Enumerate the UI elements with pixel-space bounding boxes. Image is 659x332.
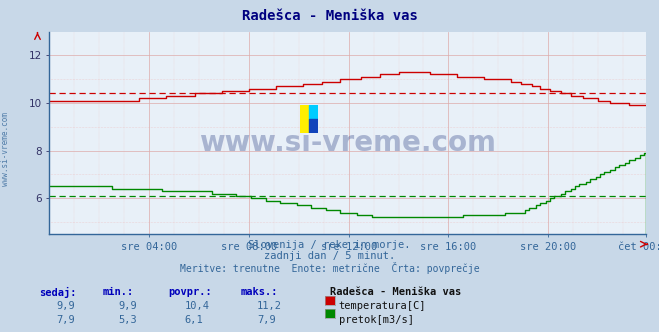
Text: Radešca - Meniška vas: Radešca - Meniška vas [330, 287, 461, 297]
Text: 6,1: 6,1 [185, 315, 203, 325]
Text: zadnji dan / 5 minut.: zadnji dan / 5 minut. [264, 251, 395, 261]
Text: 9,9: 9,9 [56, 301, 74, 311]
Text: pretok[m3/s]: pretok[m3/s] [339, 315, 414, 325]
Text: 7,9: 7,9 [56, 315, 74, 325]
Text: 10,4: 10,4 [185, 301, 210, 311]
Text: min.:: min.: [102, 287, 133, 297]
Text: 11,2: 11,2 [257, 301, 282, 311]
Text: 9,9: 9,9 [119, 301, 137, 311]
Polygon shape [300, 105, 309, 133]
Text: 5,3: 5,3 [119, 315, 137, 325]
Text: www.si-vreme.com: www.si-vreme.com [199, 129, 496, 157]
Text: Slovenija / reke in morje.: Slovenija / reke in morje. [248, 240, 411, 250]
Text: www.si-vreme.com: www.si-vreme.com [1, 113, 10, 186]
Text: temperatura[C]: temperatura[C] [339, 301, 426, 311]
Polygon shape [309, 105, 318, 119]
Text: Radešca - Meniška vas: Radešca - Meniška vas [242, 9, 417, 23]
Text: maks.:: maks.: [241, 287, 278, 297]
Text: 7,9: 7,9 [257, 315, 275, 325]
Text: Meritve: trenutne  Enote: metrične  Črta: povprečje: Meritve: trenutne Enote: metrične Črta: … [180, 262, 479, 274]
Polygon shape [309, 119, 318, 133]
Text: povpr.:: povpr.: [168, 287, 212, 297]
Text: sedaj:: sedaj: [40, 287, 77, 298]
